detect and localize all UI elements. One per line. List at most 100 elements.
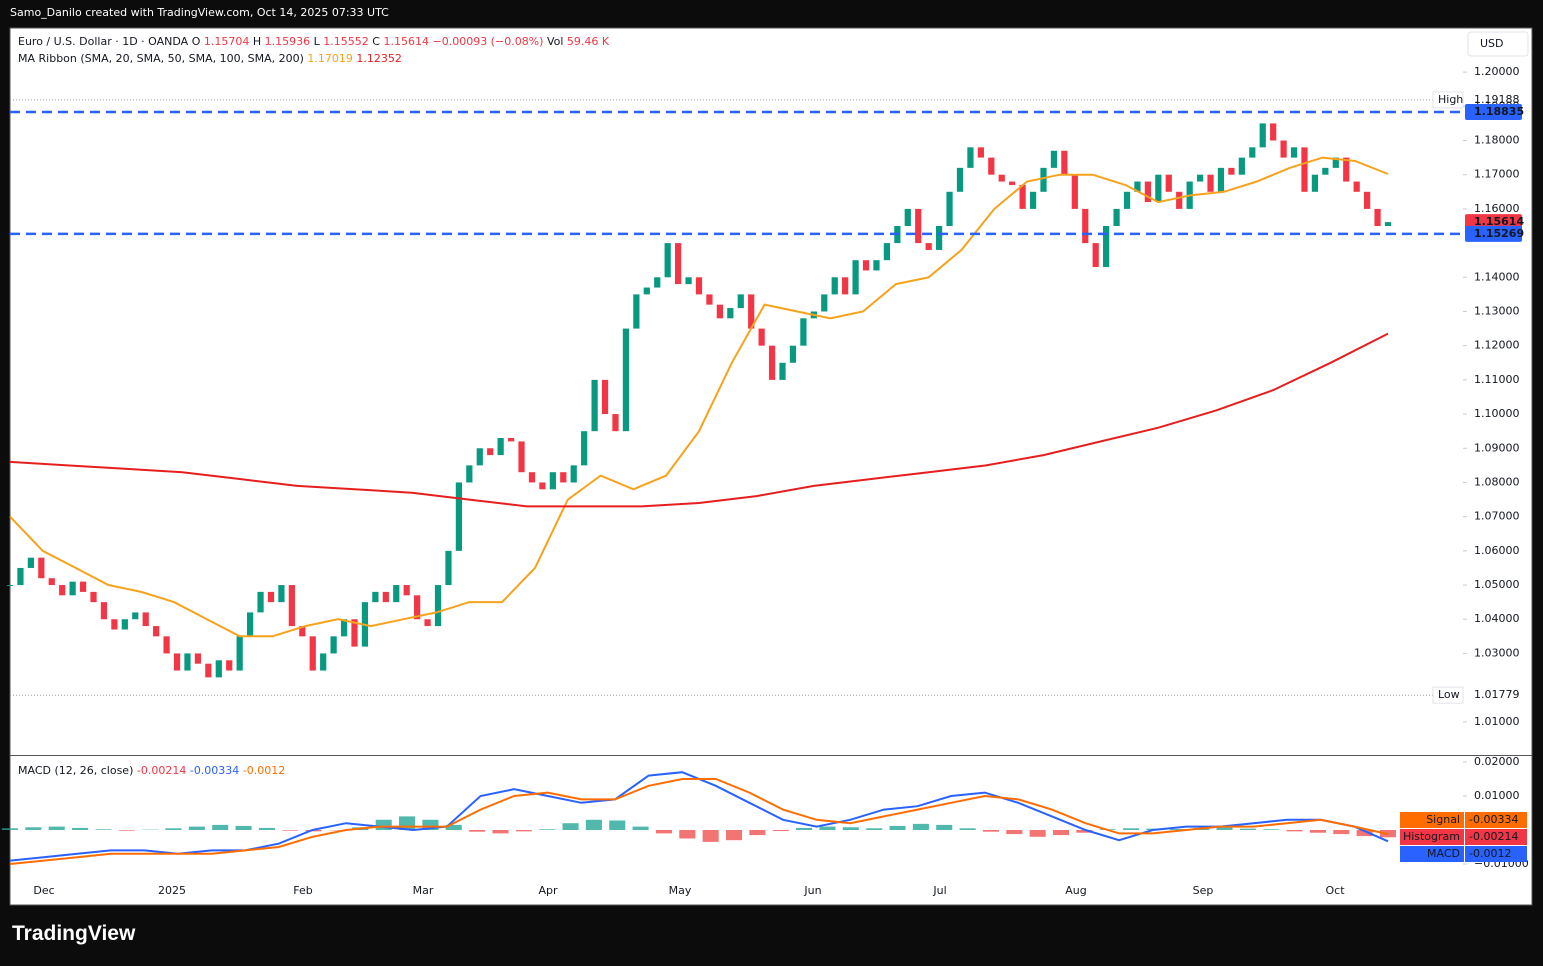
candle bbox=[205, 663, 212, 678]
candle bbox=[1113, 208, 1120, 226]
candle bbox=[1176, 191, 1183, 209]
level-name-box bbox=[1432, 91, 1464, 109]
histogram-bar bbox=[609, 820, 626, 830]
y-tick-label: 1.17000 bbox=[1474, 168, 1520, 181]
candle bbox=[257, 591, 264, 613]
candle bbox=[581, 431, 588, 466]
histogram-bar bbox=[165, 828, 182, 830]
candle bbox=[309, 636, 316, 671]
candle bbox=[643, 287, 650, 295]
brand: TradingView bbox=[12, 922, 136, 945]
candle bbox=[90, 591, 97, 603]
candle bbox=[1092, 243, 1099, 268]
histogram-bar bbox=[1123, 828, 1140, 830]
histogram-bar bbox=[1052, 829, 1070, 836]
tag-value: -0.00214 bbox=[1469, 830, 1518, 843]
vol-label: Vol bbox=[547, 35, 563, 48]
candle bbox=[445, 550, 452, 586]
candle bbox=[998, 174, 1005, 182]
candle bbox=[340, 619, 348, 637]
candle bbox=[153, 626, 160, 637]
candle bbox=[1217, 167, 1225, 192]
candle bbox=[800, 318, 807, 346]
candle bbox=[142, 612, 149, 627]
histogram-bar bbox=[375, 819, 392, 830]
candle bbox=[288, 585, 295, 627]
price-label-box bbox=[1465, 225, 1522, 242]
candle bbox=[1103, 225, 1110, 268]
y-tick-label: 1.04000 bbox=[1474, 612, 1520, 625]
histogram-bar bbox=[562, 823, 579, 830]
candle bbox=[121, 619, 128, 630]
ohlc-value: 1.15936 bbox=[265, 35, 311, 48]
tag-value-box bbox=[1465, 812, 1527, 828]
y-tick-label: 1.05000 bbox=[1474, 578, 1520, 591]
candle bbox=[654, 277, 661, 288]
symbol: Euro / U.S. Dollar · 1D · OANDA bbox=[18, 35, 189, 48]
currency-box[interactable] bbox=[1467, 31, 1529, 57]
candle bbox=[727, 308, 734, 319]
ma-value: 1.12352 bbox=[356, 52, 402, 65]
histogram-bar bbox=[655, 829, 673, 834]
candle bbox=[455, 482, 463, 551]
candle bbox=[1322, 167, 1329, 175]
histogram-bar bbox=[1356, 829, 1373, 837]
price-label-box bbox=[1465, 103, 1522, 120]
candle bbox=[351, 619, 358, 647]
candle bbox=[507, 438, 515, 442]
histogram-bar bbox=[936, 824, 953, 830]
candle bbox=[1270, 123, 1277, 141]
candle bbox=[539, 482, 546, 490]
tag-box bbox=[1400, 812, 1464, 828]
candle bbox=[977, 147, 984, 158]
y-tick-label: 1.03000 bbox=[1474, 646, 1520, 659]
macd-reading: -0.0012 bbox=[243, 764, 285, 777]
currency[interactable]: USD bbox=[1480, 37, 1504, 50]
candle bbox=[69, 581, 76, 596]
tag-value: -0.00334 bbox=[1469, 813, 1518, 826]
candle bbox=[497, 438, 504, 456]
histogram-bar bbox=[118, 829, 135, 831]
candle bbox=[476, 448, 483, 466]
tag-box bbox=[1400, 829, 1464, 845]
candle bbox=[434, 585, 442, 627]
candle bbox=[1082, 208, 1089, 244]
candle bbox=[1384, 222, 1392, 226]
x-tick-label: Sep bbox=[1193, 884, 1214, 897]
candle bbox=[1353, 181, 1360, 192]
candle bbox=[414, 595, 421, 620]
candle bbox=[246, 612, 254, 637]
candle bbox=[173, 653, 181, 671]
vol: 59.46 K bbox=[567, 35, 610, 48]
candle bbox=[549, 472, 556, 490]
histogram-bar bbox=[585, 819, 602, 830]
candle bbox=[622, 328, 630, 432]
histogram-bar bbox=[25, 827, 42, 830]
histogram-bar bbox=[959, 828, 976, 830]
candle bbox=[601, 379, 609, 415]
candle bbox=[1061, 150, 1068, 175]
histogram-bar bbox=[1286, 829, 1303, 832]
histogram-bar bbox=[1169, 828, 1186, 830]
candle bbox=[1290, 147, 1298, 158]
macd-legend: MACD (12, 26, close) -0.00214 -0.00334 -… bbox=[18, 764, 285, 777]
tag-box bbox=[1400, 846, 1464, 862]
histogram-bar bbox=[235, 825, 252, 830]
candle bbox=[862, 260, 870, 271]
candle bbox=[1280, 140, 1287, 158]
candle bbox=[821, 294, 828, 312]
candle bbox=[226, 660, 233, 671]
histogram-bar bbox=[819, 826, 836, 830]
histogram-bar bbox=[48, 826, 65, 830]
candle bbox=[1228, 167, 1235, 175]
price-label: 1.18835 bbox=[1474, 105, 1524, 118]
candle bbox=[789, 345, 797, 363]
histogram-bar bbox=[632, 826, 649, 830]
candle bbox=[1050, 150, 1058, 168]
y-tick-label: 1.11000 bbox=[1474, 373, 1520, 386]
candle bbox=[1301, 147, 1308, 192]
ma-value: 1.17019 bbox=[307, 52, 353, 65]
price-label: 1.15269 bbox=[1474, 227, 1524, 240]
candle bbox=[1259, 123, 1266, 148]
